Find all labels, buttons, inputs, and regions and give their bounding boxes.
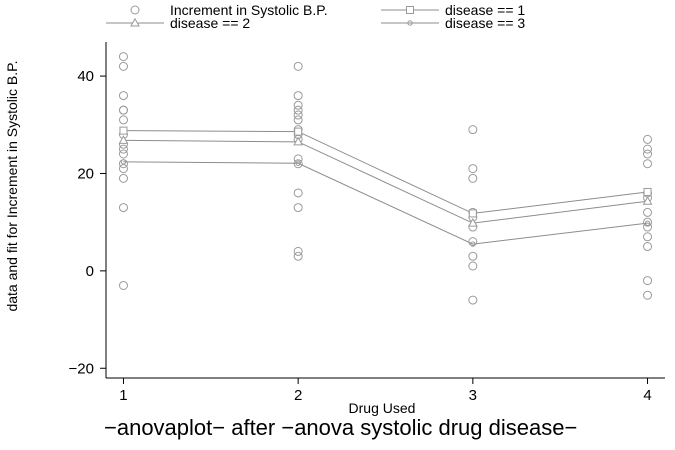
data-point — [293, 100, 303, 110]
data-point — [293, 61, 303, 71]
observed-points — [118, 52, 653, 305]
x-tick-label: 4 — [643, 387, 651, 404]
legend-marker — [130, 17, 140, 27]
fit-marker — [468, 209, 477, 218]
data-point — [118, 164, 128, 174]
data-point — [118, 115, 128, 125]
legend-label: disease == 2 — [170, 15, 250, 31]
fit-markers — [118, 126, 653, 247]
data-point — [293, 91, 303, 101]
data-point — [643, 232, 653, 242]
data-point — [643, 144, 653, 154]
data-point — [293, 105, 303, 115]
legend-label: Increment in Systolic B.P. — [170, 2, 328, 18]
data-point — [293, 188, 303, 198]
data-point — [118, 91, 128, 101]
fit-marker — [470, 241, 476, 247]
data-point — [118, 61, 128, 71]
fit-line — [123, 161, 648, 245]
legend-marker — [406, 6, 414, 14]
fit-marker — [118, 135, 129, 144]
fit-marker — [120, 159, 127, 165]
data-point — [293, 110, 303, 120]
data-point — [118, 173, 128, 183]
data-point — [118, 280, 128, 290]
data-point — [293, 159, 303, 169]
data-point — [468, 295, 478, 305]
fit-marker — [119, 126, 128, 135]
data-point — [293, 251, 303, 261]
fit-marker — [467, 217, 478, 227]
y-tick-label: 40 — [77, 68, 94, 85]
x-tick-label: 1 — [119, 387, 127, 404]
data-point — [643, 159, 653, 169]
x-tick-label: 2 — [294, 387, 302, 404]
fit-marker — [293, 136, 304, 146]
fit-line — [123, 130, 648, 214]
data-point — [118, 52, 128, 62]
y-tick-label: 20 — [77, 165, 94, 182]
chart-caption: −anovaplot− after −anova systolic drug d… — [104, 415, 577, 440]
axes: −20 0 20 40 1 2 3 4 — [69, 42, 665, 404]
data-point — [293, 246, 303, 256]
fit-marker — [642, 196, 653, 205]
data-point — [643, 134, 653, 144]
fit-marker — [295, 160, 301, 166]
fit-marker — [294, 127, 303, 136]
legend: Increment in Systolic B.P. disease == 1di… — [106, 2, 525, 31]
data-point — [468, 173, 478, 183]
data-point — [118, 105, 128, 115]
y-tick-label: 0 — [86, 263, 94, 280]
data-point — [118, 144, 128, 154]
data-point — [468, 261, 478, 271]
x-tick-label: 3 — [469, 387, 477, 404]
data-point — [468, 237, 478, 247]
data-point — [468, 164, 478, 174]
data-point — [468, 125, 478, 135]
data-point — [643, 276, 653, 286]
x-axis-label: Drug Used — [349, 400, 416, 416]
fit-line — [123, 139, 648, 224]
fit-marker — [644, 220, 651, 226]
legend-label: disease == 1 — [445, 2, 525, 18]
data-point — [643, 290, 653, 300]
data-point — [643, 222, 653, 232]
data-point — [643, 217, 653, 227]
y-axis-label: data and fit for Increment in Systolic B… — [4, 60, 20, 311]
legend-marker — [130, 5, 140, 15]
data-point — [118, 203, 128, 213]
data-point — [468, 251, 478, 261]
legend-marker — [407, 20, 413, 26]
data-point — [643, 242, 653, 252]
fit-marker — [643, 187, 652, 196]
data-point — [643, 207, 653, 217]
y-tick-label: −20 — [69, 360, 94, 377]
data-point — [293, 203, 303, 213]
data-point — [643, 149, 653, 159]
legend-label: disease == 3 — [445, 15, 525, 31]
data-point — [118, 149, 128, 159]
fit-lines — [123, 130, 648, 245]
data-point — [293, 115, 303, 125]
data-point — [293, 154, 303, 164]
